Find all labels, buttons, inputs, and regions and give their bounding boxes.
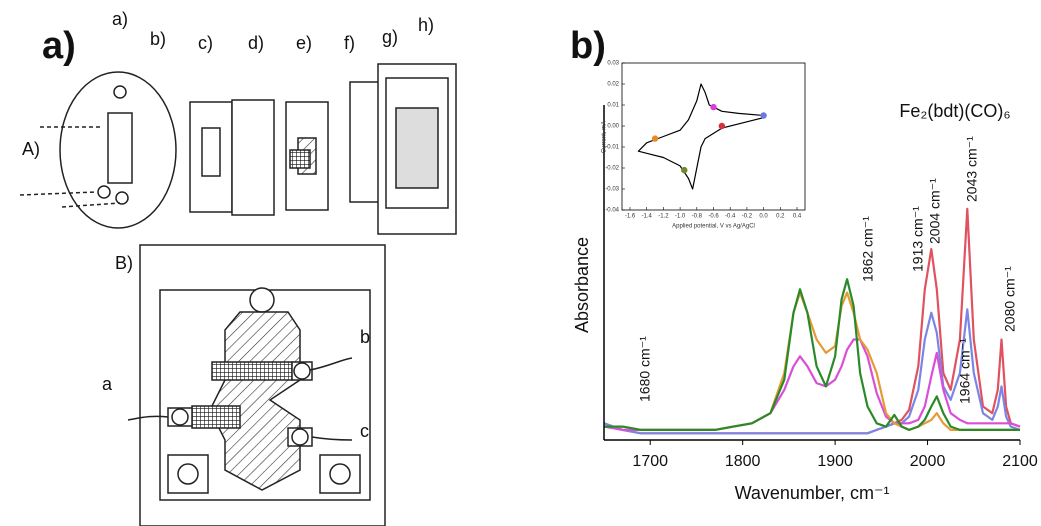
y-tick-label: 0.00 [607, 124, 619, 130]
x-tick-label: 2100 [1002, 453, 1038, 470]
x-tick-label: 0.4 [793, 214, 802, 220]
part-label: h) [418, 15, 434, 35]
y-tick-label: -0.01 [605, 145, 619, 151]
cell-label: b [360, 327, 370, 347]
peak-annotation: 2080 cm⁻¹ [1002, 266, 1018, 332]
peak-annotation: 1680 cm⁻¹ [637, 336, 653, 402]
cv-marker [681, 166, 688, 174]
part-label: d) [248, 33, 264, 53]
y-axis-label: Absorbance [572, 237, 592, 333]
series-line [604, 278, 1020, 431]
x-tick-label: 0.0 [759, 214, 768, 220]
x-tick-label: 0.2 [776, 214, 785, 220]
x-tick-label: -1.2 [658, 214, 669, 220]
x-tick-label: 1900 [817, 453, 853, 470]
series-line [603, 308, 1021, 435]
cv-marker [760, 112, 767, 119]
x-tick-label: -0.4 [725, 214, 736, 220]
peak-annotation: 1964 cm⁻¹ [957, 338, 973, 404]
panel-label: a) [42, 25, 76, 67]
peak-annotation: 1862 cm⁻¹ [860, 216, 876, 282]
y-tick-label: -0.02 [605, 166, 619, 172]
y-tick-label: -0.03 [605, 187, 619, 193]
part-label: e) [296, 33, 312, 53]
x-axis-label: Wavenumber, cm⁻¹ [735, 483, 890, 503]
peak-annotation: 1913 cm⁻¹ [910, 206, 926, 272]
cv-marker [651, 135, 659, 142]
inset-y-label: Current, mA [602, 121, 608, 153]
view-label: A) [22, 139, 40, 159]
x-tick-label: -0.6 [708, 214, 719, 220]
x-tick-label: -1.4 [642, 214, 653, 220]
y-tick-label: 0.01 [607, 103, 619, 109]
part-label: f) [344, 33, 355, 53]
x-tick-label: -0.2 [742, 214, 753, 220]
inset-frame [621, 62, 806, 211]
part-label: a) [112, 9, 128, 29]
y-tick-label: -0.04 [605, 208, 619, 214]
cv-marker [718, 122, 726, 130]
y-tick-label: 0.02 [607, 82, 619, 88]
view-label: B) [115, 253, 133, 273]
cell-drawing [19, 63, 457, 526]
x-tick-label: -0.8 [692, 214, 703, 220]
x-tick-label: 1700 [632, 453, 668, 470]
inset-x-label: Applied potential, V vs Ag/AgCl [672, 224, 755, 230]
cell-label: c [360, 421, 369, 441]
panel-label: b) [570, 25, 606, 67]
peak-annotation: 2004 cm⁻¹ [927, 178, 943, 244]
x-tick-label: 1800 [725, 453, 761, 470]
x-tick-label: -1.6 [625, 214, 636, 220]
part-label: b) [150, 29, 166, 49]
cell-label: a [102, 374, 113, 394]
x-tick-label: 2000 [910, 453, 946, 470]
part-label: c) [198, 33, 213, 53]
peak-annotation: 2043 cm⁻¹ [964, 136, 980, 202]
x-tick-label: -1.0 [675, 214, 686, 220]
y-tick-label: 0.03 [607, 61, 619, 67]
cv-marker [710, 103, 717, 111]
series-line [637, 83, 764, 190]
part-label: g) [382, 27, 398, 47]
chart-title: Fe₂(bdt)(CO)₆ [899, 101, 1010, 121]
